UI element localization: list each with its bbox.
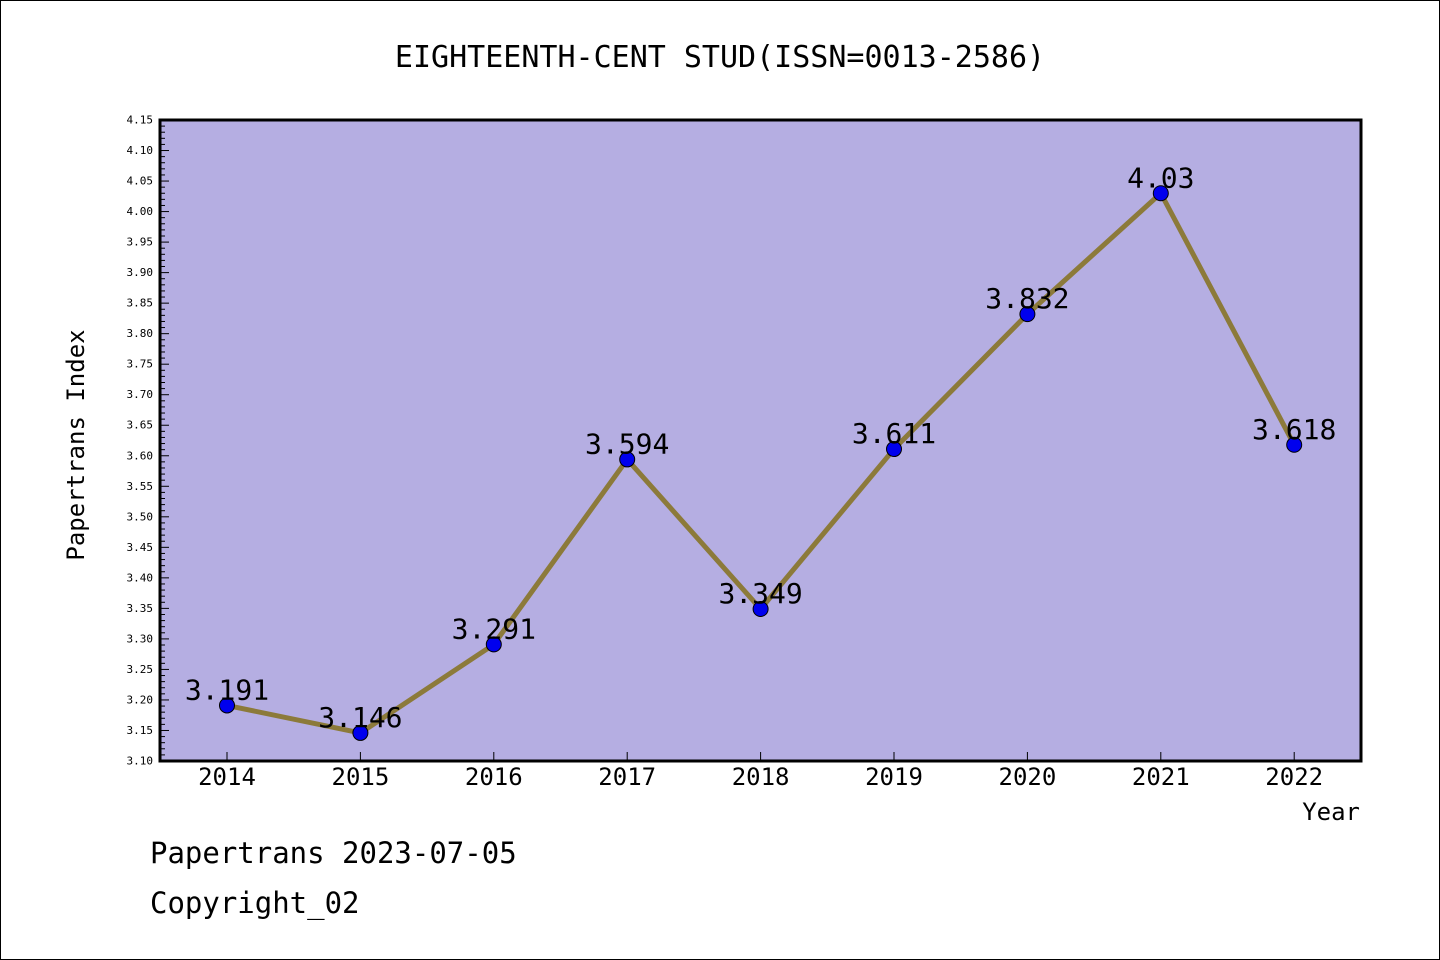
x-axis-ticks: 2014 2015 2016 2017 2018 2019 2020 2021 2022	[198, 752, 1323, 791]
y-tick-label: 3.65	[127, 419, 154, 432]
y-tick-label: 3.95	[127, 236, 154, 249]
data-point	[619, 451, 636, 468]
y-tick-label: 3.25	[127, 663, 154, 676]
y-tick-label: 3.20	[127, 693, 154, 706]
y-tick-label: 3.50	[127, 510, 154, 523]
data-point	[352, 724, 369, 741]
y-tick-label: 3.10	[127, 755, 154, 768]
y-tick-label: 3.80	[127, 327, 154, 340]
data-label: 4.03	[1127, 161, 1194, 194]
y-tick-label: 4.00	[127, 205, 154, 218]
data-label: 3.146	[318, 701, 402, 734]
data-label: 3.349	[718, 577, 802, 610]
x-tick-label: 2016	[465, 763, 523, 791]
y-tick-label: 3.70	[127, 388, 154, 401]
y-tick-label: 3.60	[127, 449, 154, 462]
x-tick-label: 2020	[999, 763, 1057, 791]
data-label: 3.618	[1252, 413, 1336, 446]
y-tick-label: 3.85	[127, 297, 154, 310]
x-tick-label: 2014	[198, 763, 256, 791]
y-tick-label: 3.15	[127, 724, 154, 737]
footer-date: Papertrans 2023-07-05	[150, 836, 517, 870]
data-point	[886, 441, 902, 458]
y-tick-label: 4.10	[127, 144, 154, 157]
data-point	[485, 636, 502, 653]
x-tick-label: 2017	[598, 763, 656, 791]
data-label: 3.291	[452, 612, 536, 645]
y-axis-ticks: 3.10 3.15 3.20 3.25 3.30 3.35 3.40 3.45 3.50 3.55…	[127, 114, 169, 768]
x-axis-label: Year	[1302, 798, 1360, 826]
y-tick-label: 3.45	[127, 541, 154, 554]
data-point	[1286, 436, 1303, 453]
y-tick-label: 4.15	[127, 114, 154, 127]
x-tick-label: 2019	[865, 763, 923, 791]
x-tick-label: 2018	[732, 763, 790, 791]
plot-border	[158, 118, 1363, 763]
data-label: 3.594	[585, 427, 669, 460]
series-layer: 3.191 3.146 3.291 3.594 3.349 3.611 3.832 4.03 3…	[185, 161, 1336, 741]
x-tick-label: 2021	[1132, 763, 1190, 791]
data-point	[1152, 185, 1169, 202]
x-tick-label: 2022	[1265, 763, 1323, 791]
data-label: 3.832	[985, 282, 1069, 315]
data-label: 3.191	[185, 673, 269, 706]
y-tick-label: 3.55	[127, 480, 154, 493]
y-tick-label: 3.30	[127, 632, 154, 645]
y-tick-label: 3.90	[127, 266, 154, 279]
y-axis-label: Papertrans Index	[62, 329, 90, 560]
y-tick-label: 3.35	[127, 602, 154, 615]
y-tick-label: 3.40	[127, 571, 154, 584]
footer-copyright: Copyright_02	[150, 886, 360, 920]
plot-area	[160, 120, 1361, 761]
data-label: 3.611	[852, 417, 936, 450]
y-tick-label: 3.75	[127, 358, 154, 371]
data-point	[219, 697, 235, 714]
x-tick-label: 2015	[332, 763, 390, 791]
y-tick-label: 4.05	[127, 175, 154, 188]
chart-title: EIGHTEENTH-CENT STUD(ISSN=0013-2586)	[395, 40, 1045, 75]
data-point	[752, 600, 769, 617]
data-point	[1019, 306, 1036, 323]
